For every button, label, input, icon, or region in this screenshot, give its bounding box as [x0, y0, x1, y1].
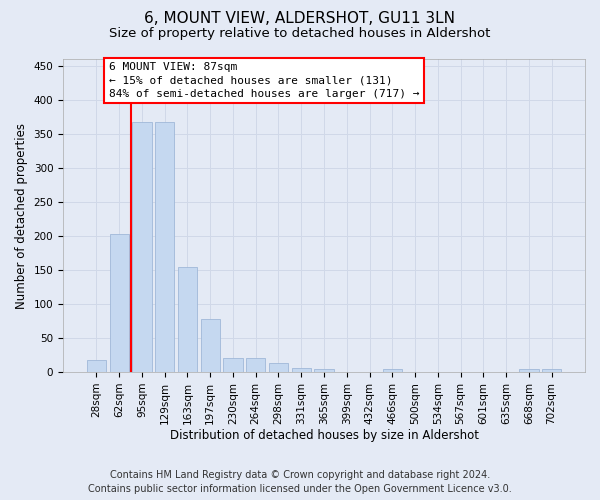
Bar — [178, 266, 197, 372]
Bar — [223, 358, 242, 372]
Bar — [200, 319, 220, 372]
Bar — [542, 370, 561, 372]
Bar — [314, 368, 334, 372]
Text: Contains HM Land Registry data © Crown copyright and database right 2024.
Contai: Contains HM Land Registry data © Crown c… — [88, 470, 512, 494]
Bar — [132, 122, 152, 372]
Text: 6, MOUNT VIEW, ALDERSHOT, GU11 3LN: 6, MOUNT VIEW, ALDERSHOT, GU11 3LN — [145, 11, 455, 26]
X-axis label: Distribution of detached houses by size in Aldershot: Distribution of detached houses by size … — [170, 430, 479, 442]
Bar — [383, 370, 402, 372]
Y-axis label: Number of detached properties: Number of detached properties — [15, 122, 28, 308]
Text: 6 MOUNT VIEW: 87sqm
← 15% of detached houses are smaller (131)
84% of semi-detac: 6 MOUNT VIEW: 87sqm ← 15% of detached ho… — [109, 62, 419, 99]
Bar — [87, 360, 106, 372]
Text: Size of property relative to detached houses in Aldershot: Size of property relative to detached ho… — [109, 28, 491, 40]
Bar — [519, 370, 539, 372]
Bar — [246, 358, 265, 372]
Bar — [269, 362, 288, 372]
Bar — [155, 122, 175, 372]
Bar — [292, 368, 311, 372]
Bar — [110, 234, 129, 372]
